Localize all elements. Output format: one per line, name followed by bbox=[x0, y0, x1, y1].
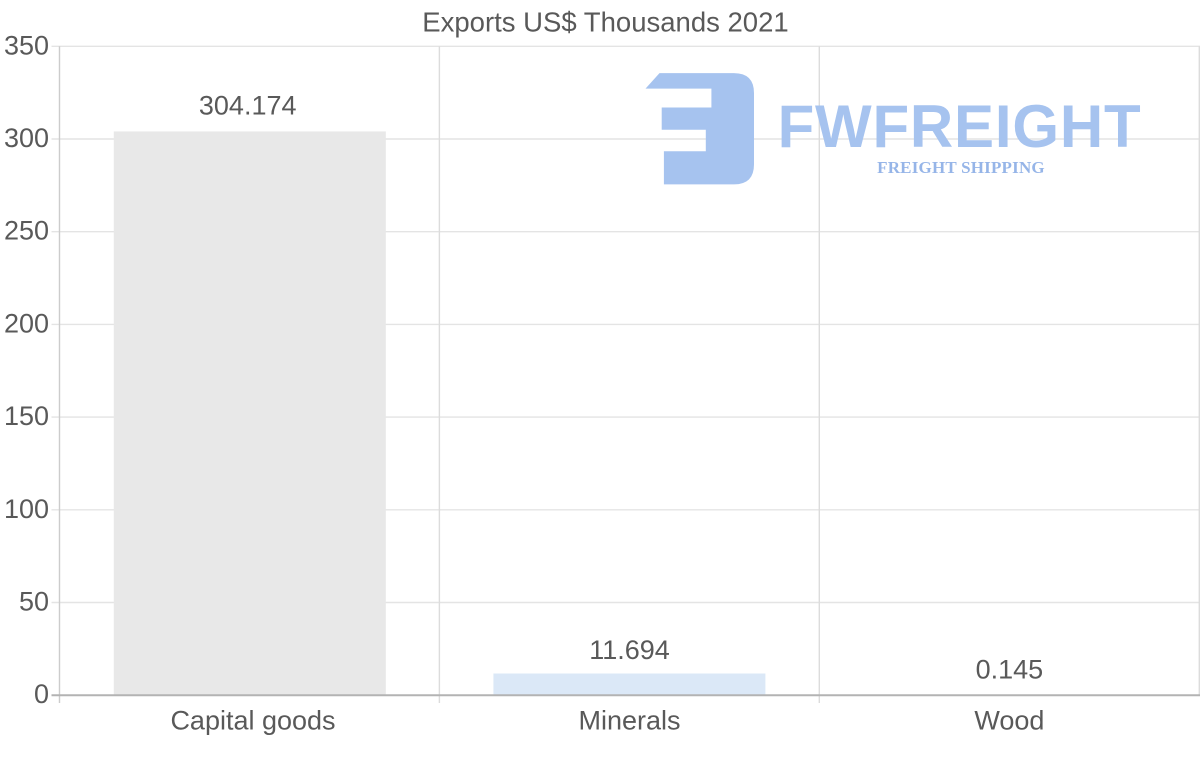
svg-text:304.174: 304.174 bbox=[199, 91, 297, 121]
svg-text:Capital goods: Capital goods bbox=[170, 706, 335, 736]
svg-text:150: 150 bbox=[4, 401, 49, 431]
svg-text:300: 300 bbox=[4, 123, 49, 153]
svg-text:FREIGHT SHIPPING: FREIGHT SHIPPING bbox=[877, 158, 1045, 177]
svg-text:0: 0 bbox=[34, 679, 49, 709]
svg-text:100: 100 bbox=[4, 494, 49, 524]
svg-text:Minerals: Minerals bbox=[578, 706, 680, 736]
svg-text:FWFREIGHT: FWFREIGHT bbox=[778, 93, 1142, 160]
svg-text:Wood: Wood bbox=[974, 706, 1044, 736]
svg-text:0.145: 0.145 bbox=[976, 654, 1044, 684]
svg-text:50: 50 bbox=[19, 587, 49, 617]
svg-text:11.694: 11.694 bbox=[589, 635, 670, 665]
svg-text:350: 350 bbox=[4, 30, 49, 60]
svg-text:Exports US$ Thousands 2021: Exports US$ Thousands 2021 bbox=[422, 7, 788, 38]
svg-text:200: 200 bbox=[4, 308, 49, 338]
svg-text:250: 250 bbox=[4, 216, 49, 246]
